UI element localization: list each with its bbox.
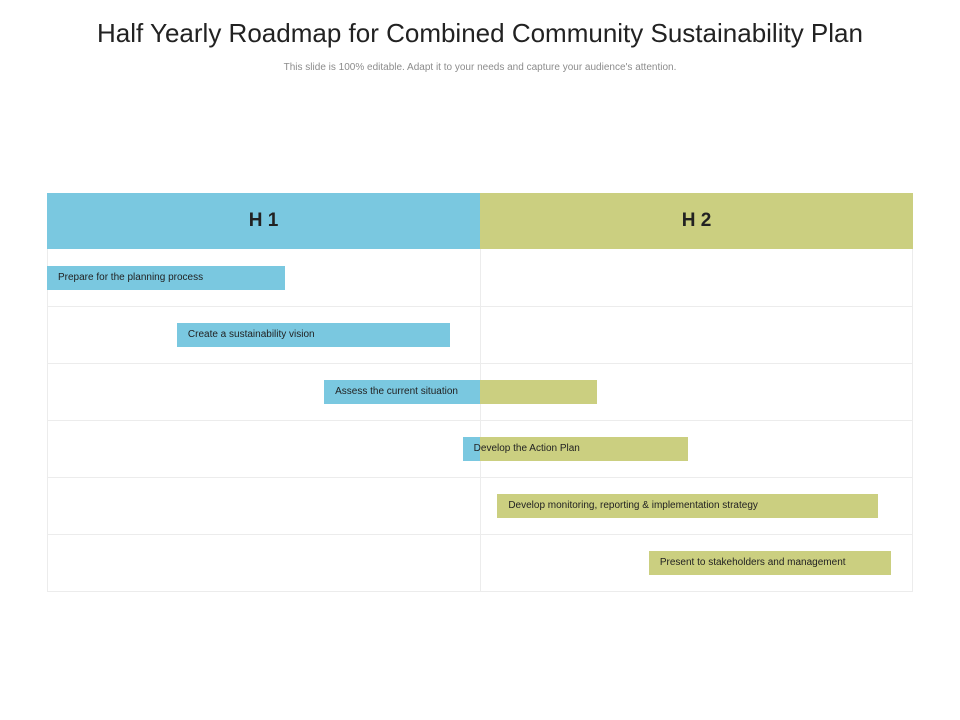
grid-row-line bbox=[47, 591, 913, 592]
task-bar-h2-segment bbox=[648, 551, 892, 575]
grid-column-line bbox=[912, 249, 913, 591]
task-bar: Create a sustainability vision bbox=[176, 323, 450, 347]
header-h2: H 2 bbox=[480, 193, 913, 249]
task-bar-h2-segment bbox=[479, 380, 597, 404]
task-bar: Prepare for the planning process bbox=[47, 266, 286, 290]
task-label: Create a sustainability vision bbox=[187, 329, 315, 340]
page-subtitle: This slide is 100% editable. Adapt it to… bbox=[283, 62, 677, 73]
task-label: Prepare for the planning process bbox=[58, 272, 204, 283]
grid-column-line bbox=[47, 249, 48, 591]
task-bar-h1-segment bbox=[324, 380, 480, 404]
header-h1: H 1 bbox=[47, 193, 480, 249]
task-bar: Develop the Action Plan bbox=[462, 437, 688, 461]
page-title: Half Yearly Roadmap for Combined Communi… bbox=[97, 18, 863, 48]
task-bar-h1-segment bbox=[462, 437, 480, 461]
grid-column-line bbox=[480, 249, 481, 591]
task-label: Assess the current situation bbox=[335, 386, 458, 397]
task-label: Develop the Action Plan bbox=[473, 443, 580, 454]
task-bar-h1-segment bbox=[47, 266, 286, 290]
task-label: Develop monitoring, reporting & implemen… bbox=[508, 500, 758, 511]
roadmap-chart: H 1 H 2 Prepare for the planning process… bbox=[47, 193, 913, 592]
task-bar: Assess the current situation bbox=[324, 380, 597, 404]
task-bar: Present to stakeholders and management bbox=[648, 551, 892, 575]
task-label: Present to stakeholders and management bbox=[659, 557, 846, 568]
task-bar-h1-segment bbox=[176, 323, 450, 347]
task-bar-h2-segment bbox=[479, 437, 688, 461]
header-h1-label: H 1 bbox=[248, 210, 279, 231]
header-h2-label: H 2 bbox=[681, 210, 712, 231]
task-bar-h2-segment bbox=[497, 494, 879, 518]
task-bar: Develop monitoring, reporting & implemen… bbox=[497, 494, 879, 518]
